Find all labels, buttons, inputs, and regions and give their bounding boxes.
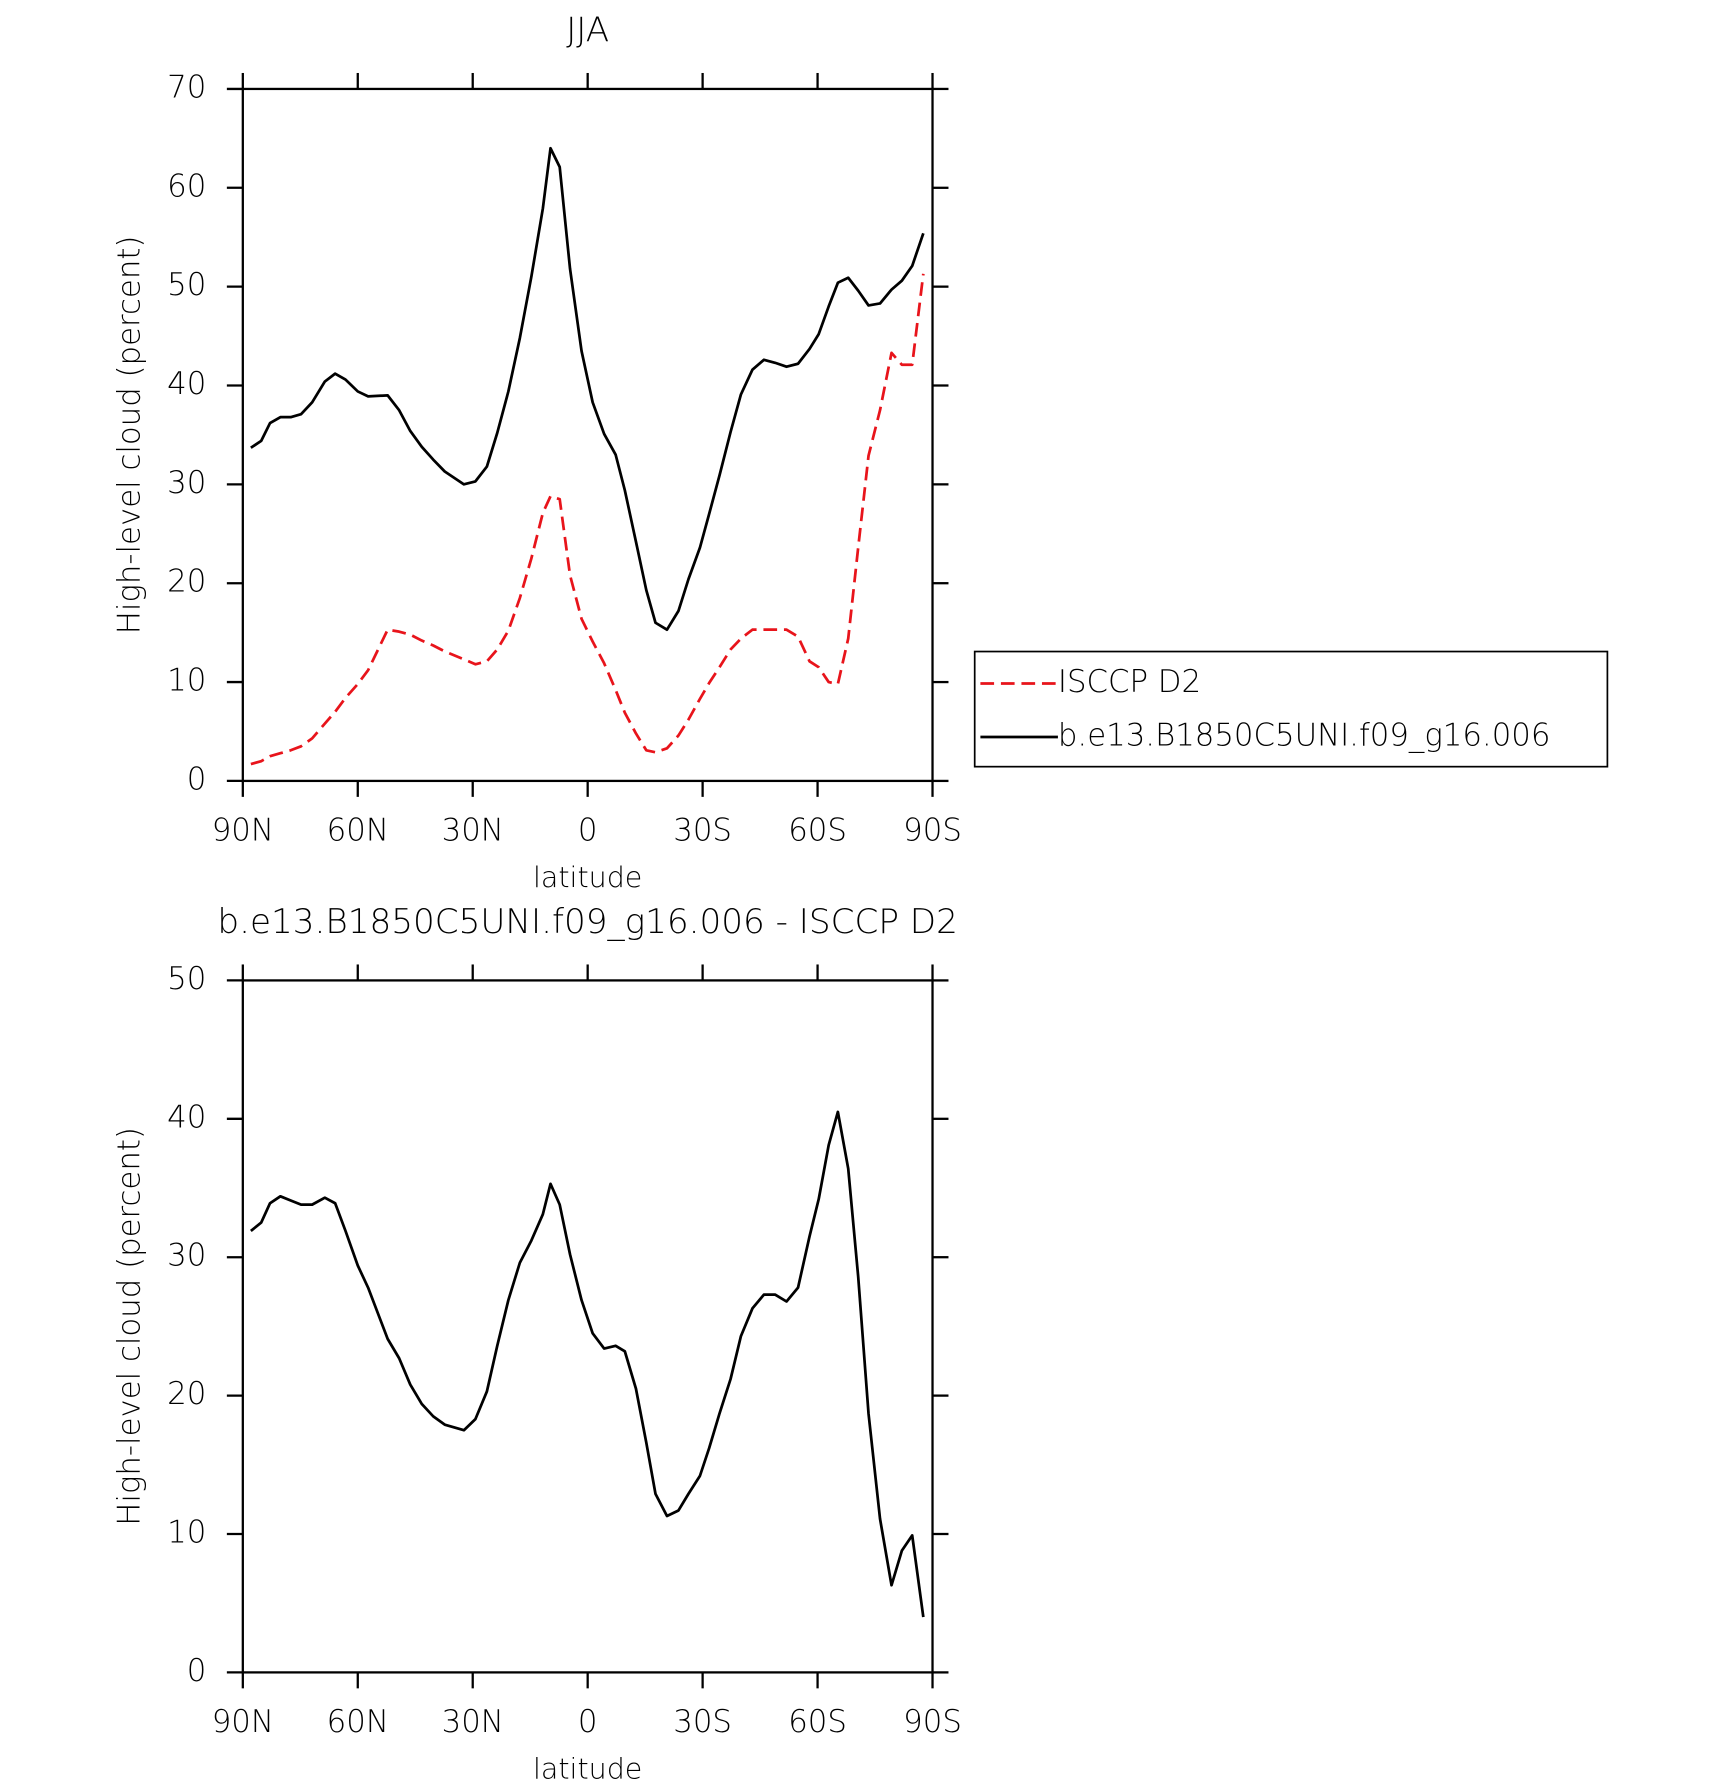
x-tick-label: 30N (442, 813, 504, 849)
y-tick-label: 0 (187, 761, 207, 797)
x-tick-label: 60N (327, 1704, 389, 1740)
x-tick-label: 60N (327, 813, 389, 849)
y-tick-label: 50 (167, 267, 206, 303)
plot-frame (241, 979, 934, 1674)
x-tick-label: 0 (578, 813, 598, 849)
y-tick-label: 40 (167, 1099, 206, 1135)
y-tick-label: 70 (167, 69, 206, 105)
y-tick-label: 20 (167, 564, 206, 600)
x-tick-label: 0 (578, 1704, 598, 1740)
x-axis-label: latitude (533, 861, 642, 894)
x-tick-label: 30S (673, 1704, 732, 1740)
x-tick-label: 90N (212, 813, 274, 849)
y-tick-label: 0 (187, 1653, 207, 1689)
y-tick-label: 20 (167, 1376, 206, 1412)
chart-title: JJA (566, 10, 609, 50)
legend: ISCCP D2 b.e13.B1850C5UNI.f09_g16.006 (973, 650, 1609, 768)
plot-frame (241, 87, 934, 783)
chart-title: b.e13.B1850C5UNI.f09_g16.006 - ISCCP D2 (217, 902, 957, 942)
y-tick-label: 60 (167, 168, 206, 204)
y-tick-label: 30 (167, 465, 206, 501)
x-axis-label: latitude (533, 1752, 642, 1783)
x-tick-label: 90S (903, 813, 962, 849)
y-axis-label: High-level cloud (percent) (112, 236, 148, 635)
legend-box (973, 650, 1609, 768)
data-line (250, 1110, 925, 1618)
y-tick-label: 50 (167, 961, 206, 997)
x-tick-label: 90S (903, 1704, 962, 1740)
y-tick-label: 40 (167, 366, 206, 402)
x-tick-label: 30N (442, 1704, 504, 1740)
x-tick-label: 60S (788, 1704, 847, 1740)
y-tick-label: 10 (167, 1515, 206, 1551)
data-line (250, 273, 925, 766)
data-line (250, 146, 925, 632)
x-tick-label: 90N (212, 1704, 274, 1740)
x-tick-label: 30S (673, 813, 732, 849)
x-tick-label: 60S (788, 813, 847, 849)
y-axis-label: High-level cloud (percent) (112, 1127, 148, 1526)
y-tick-label: 10 (167, 663, 206, 699)
legend-label: ISCCP D2 (1058, 664, 1201, 700)
y-tick-label: 30 (167, 1238, 206, 1274)
legend-label: b.e13.B1850C5UNI.f09_g16.006 (1058, 718, 1551, 754)
